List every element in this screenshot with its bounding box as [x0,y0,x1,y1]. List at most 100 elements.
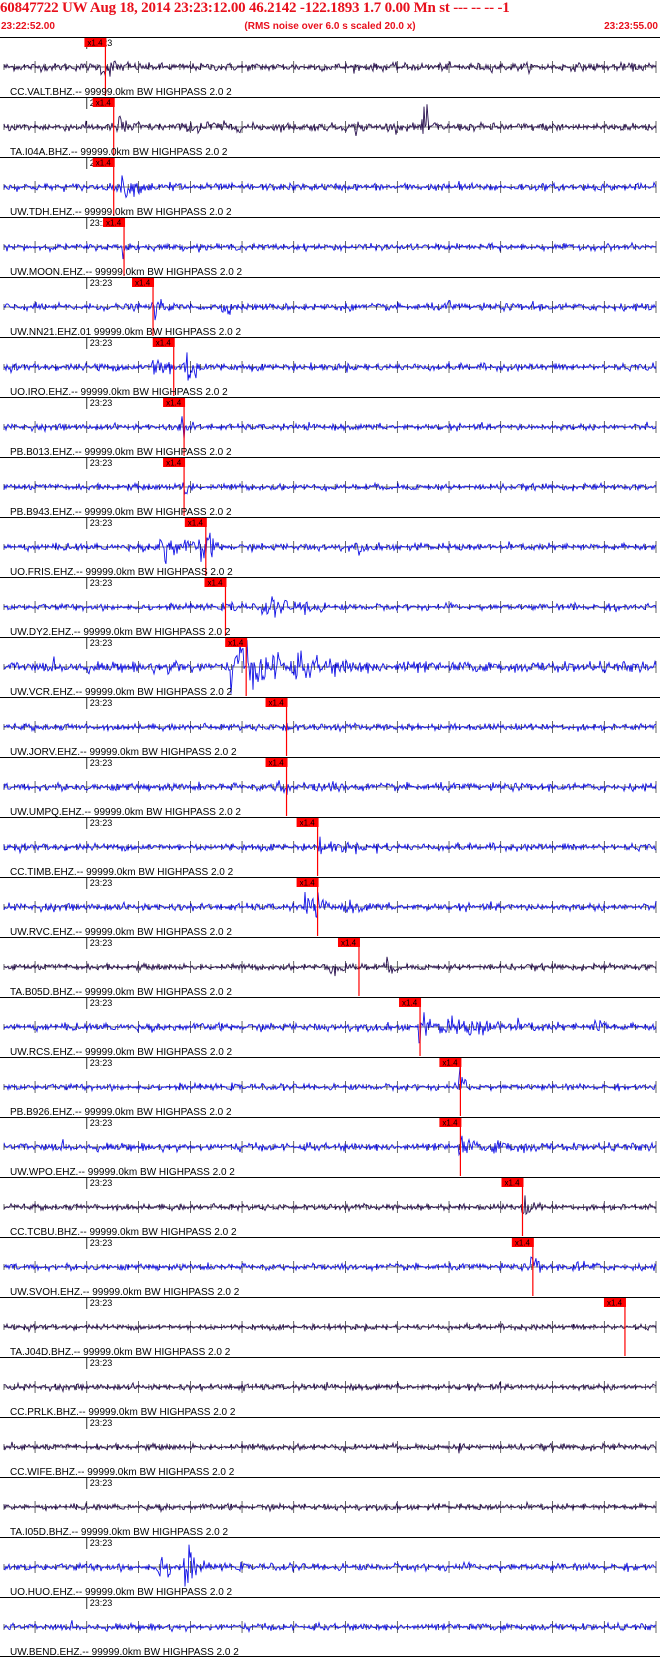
channel-label: PB.B926.EHZ.-- 99999.0km BW HIGHPASS 2.0… [10,1107,232,1118]
pick-flag [337,938,360,947]
start-time: 23:22:52.00 [1,21,55,32]
minute-label: 23:23 [90,1058,113,1068]
channel-label: PB.B013.EHZ.-- 99999.0km BW HIGHPASS 2.0… [10,447,232,458]
waveform [3,780,657,795]
channel-label: UW.VCR.EHZ.-- 99999.0km BW HIGHPASS 2.0 … [10,687,233,698]
minute-label: 23:23 [90,1538,113,1548]
trace-row: 23:23 TA.I05D.BHZ.-- 99999.0km BW HIGHPAS… [0,1477,660,1538]
waveform [3,416,657,440]
minute-label: 23:23 [90,1238,113,1248]
waveform [3,352,657,381]
trace-row: 23:23 CC.PRLK.BHZ.-- 99999.0km BW HIGHPAS… [0,1357,660,1418]
pick-flag [225,638,248,647]
pick-flag [501,1178,524,1187]
waveform [3,104,657,136]
waveform [3,532,657,565]
pick-label: x1.4 [135,279,151,288]
minute-label: 23:23 [90,1298,113,1308]
minute-label: 23:23 [90,338,113,348]
minute-label: 23:23 [90,878,113,888]
trace-row: 23:23 x1.4 UO.IRO.EHZ.-- 99999.0km BW HIGH… [0,337,660,398]
trace-row: 23:23 x1.4 TA.B05D.BHZ.-- 99999.0km BW HIG… [0,937,660,998]
trace-row: 23:23 CC.WIFE.BHZ.-- 99999.0km BW HIGHPAS… [0,1417,660,1478]
pick-flag [296,878,319,887]
pick-flag [163,398,186,407]
channel-label: TA.J04D.BHZ.-- 99999.0km BW HIGHPASS 2.0… [10,1347,231,1358]
channel-label: TA.I04A.BHZ.-- 99999.0km BW HIGHPASS 2.0… [10,147,228,158]
pick-label: x1.4 [402,999,418,1008]
pick-flag [439,1058,462,1067]
pick-label: x1.4 [106,219,122,228]
channel-label: CC.TCBU.BHZ.-- 99999.0km BW HIGHPASS 2.0… [10,1227,237,1238]
waveform [3,1135,657,1157]
trace-row: 23:23 x1.4 TA.J04D.BHZ.-- 99999.0km BW HIG… [0,1297,660,1358]
pick-label: x1.4 [515,1239,531,1248]
channel-label: UO.IRO.EHZ.-- 99999.0km BW HIGHPASS 2.0 … [10,387,228,398]
minute-label: 23:23 [90,698,113,708]
waveform [3,481,657,495]
pick-label: x1.4 [269,699,285,708]
trace-row: 23:23 x1.4 UW.SVOH.EHZ.-- 99999.0km BW HIG… [0,1237,660,1298]
channel-label: UW.DY2.EHZ.-- 99999.0km BW HIGHPASS 2.0 … [10,627,231,638]
pick-label: x1.4 [96,99,112,108]
pick-flag [511,1238,534,1247]
waveform [3,60,657,77]
waveform [3,596,657,618]
minute-label: 23:23 [90,1358,113,1368]
pick-flag [92,98,115,107]
noise-note: (RMS noise over 6.0 s scaled 20.0 x) [244,21,416,32]
trace-row: 23:23 x1.4 PB.B943.EHZ.-- 99999.0km BW HIG… [0,457,660,518]
channel-label: PB.B943.EHZ.-- 99999.0km BW HIGHPASS 2.0… [10,507,232,518]
waveform [3,891,657,919]
waveform [3,640,657,694]
channel-label: UW.NN21.EHZ.01 99999.0km BW HIGHPASS 2.0… [10,327,241,338]
end-time: 23:23:55.00 [604,21,658,32]
waveform [3,1381,657,1394]
waveform [3,956,657,977]
pick-label: x1.4 [269,759,285,768]
pick-flag [265,758,288,767]
trace-row: 23:23 x1.4 PB.B013.EHZ.-- 99999.0km BW HIG… [0,397,660,458]
pick-label: x1.4 [96,159,112,168]
trace-row: 23:23 x1.4 PB.B926.EHZ.-- 99999.0km BW HIG… [0,1057,660,1118]
pick-flag [603,1298,626,1307]
channel-label: UO.FRIS.EHZ.-- 99999.0km BW HIGHPASS 2.0… [10,567,233,578]
pick-flag [84,38,107,47]
pick-label: x1.4 [207,579,223,588]
trace-row: 23:23 x1.4 CC.TCBU.BHZ.-- 99999.0km BW HIG… [0,1177,660,1238]
minute-label: 23:23 [90,218,113,228]
channel-label: CC.VALT.BHZ.-- 99999.0km BW HIGHPASS 2.0… [10,87,232,98]
waveform [3,241,657,260]
waveform [3,1256,657,1273]
trace-row: 23:23 UO.HUO.EHZ.-- 99999.0km BW HIGHPASS… [0,1537,660,1598]
waveform [3,298,657,321]
minute-label: 23:23 [90,1418,113,1428]
channel-label: UW.WPO.EHZ.-- 99999.0km BW HIGHPASS 2.0 … [10,1167,235,1178]
pick-label: x1.4 [228,639,244,648]
channel-label: UW.MOON.EHZ.-- 99999.0km BW HIGHPASS 2.0… [10,267,243,278]
pick-label: x1.4 [166,399,182,408]
pick-flag [132,278,155,287]
minute-label: 23:23 [90,758,113,768]
channel-label: UW.RVC.EHZ.-- 99999.0km BW HIGHPASS 2.0 … [10,927,232,938]
pick-flag [204,578,227,587]
pick-flag [163,458,186,467]
waveform [3,1195,657,1216]
waveform [3,1500,657,1514]
minute-label: 23:23 [90,1178,113,1188]
trace-row: 23:23 x1.4 UW.JORV.EHZ.-- 99999.0km BW HIG… [0,697,660,758]
pick-label: x1.4 [442,1119,458,1128]
waveform [3,175,657,199]
minute-label: 23:23 [90,278,113,288]
trace-row: 23:23 x1.4 UW.NN21.EHZ.01 99999.0km BW HIG… [0,277,660,338]
pick-flag [439,1118,462,1127]
waveform [3,836,657,855]
pick-label: x1.4 [156,339,172,348]
waveform [3,722,657,733]
pick-label: x1.4 [87,39,103,48]
minute-label: 23:23 [90,1598,113,1608]
